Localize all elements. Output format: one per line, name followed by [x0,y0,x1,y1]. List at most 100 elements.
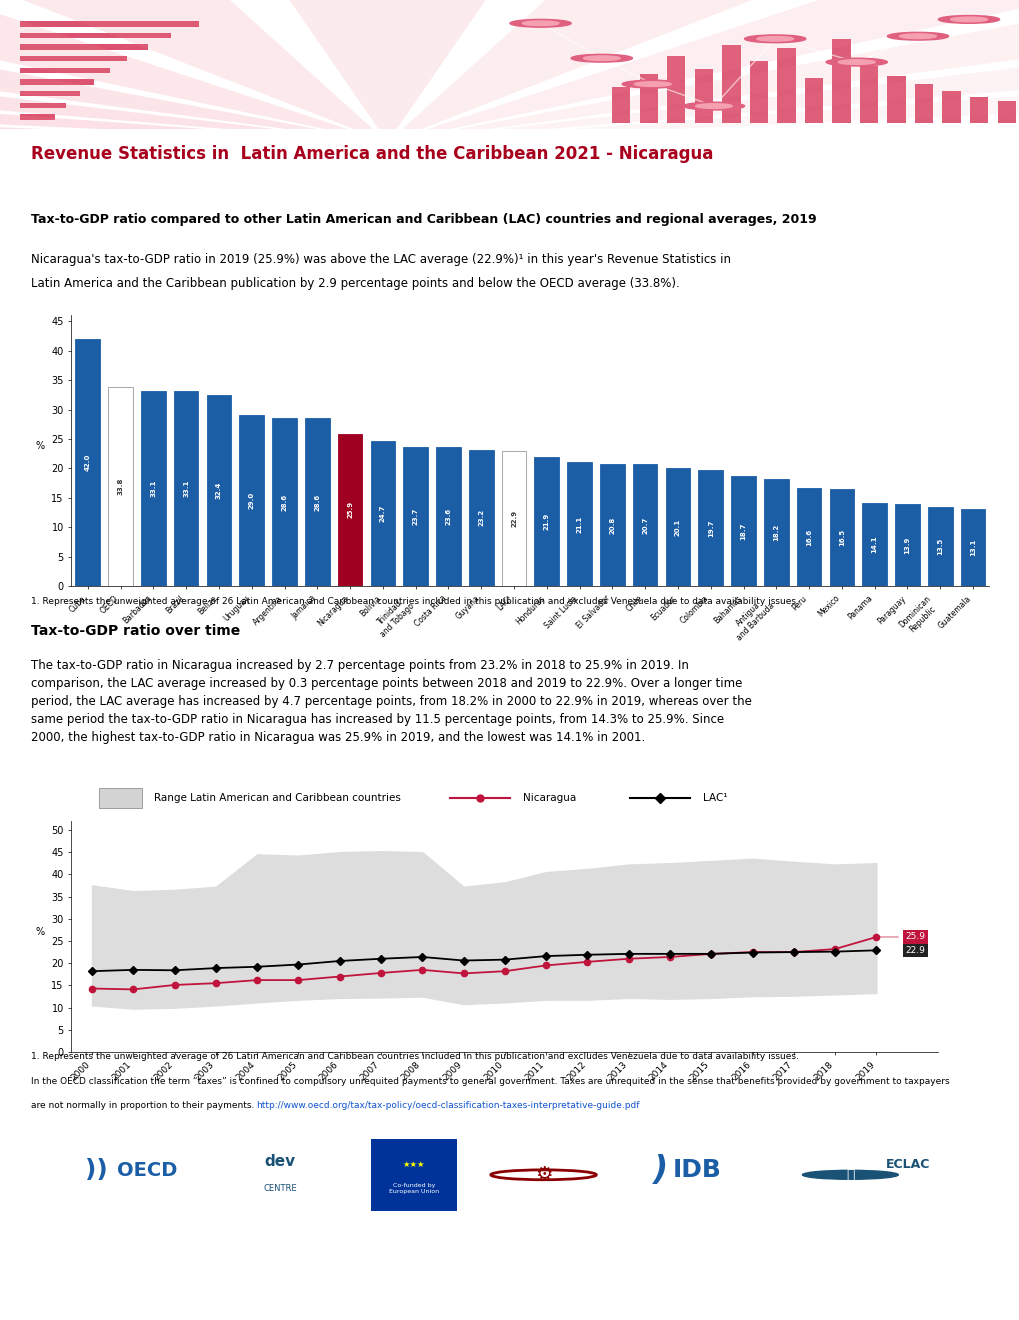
LAC¹ [292,957,305,973]
Nicaragua [704,946,716,962]
Bar [666,55,685,123]
Bar [859,66,877,123]
Bar [763,479,788,586]
Nicaragua [787,944,799,960]
Bar [895,504,919,586]
Text: 33.8: 33.8 [117,478,123,495]
Text: 13.9: 13.9 [904,536,910,554]
Polygon shape [387,0,1019,143]
LAC¹ [746,945,758,961]
Bar [969,96,987,123]
Circle shape [950,17,986,21]
Bar [942,91,960,123]
Text: 23.6: 23.6 [445,508,451,525]
Bar [698,470,722,586]
Circle shape [887,33,948,40]
Text: Nicaragua: Nicaragua [523,793,576,803]
Nicaragua [375,965,387,981]
LAC¹ [663,946,676,962]
Text: 22.9: 22.9 [511,510,517,527]
Polygon shape [0,74,387,143]
Polygon shape [0,0,387,143]
Bar [927,507,952,586]
Circle shape [802,1171,898,1179]
Polygon shape [0,26,387,143]
Text: 19.7: 19.7 [707,520,713,537]
Polygon shape [387,0,954,143]
Circle shape [634,82,671,86]
Bar [141,391,165,586]
Bar [611,87,630,123]
Bar [796,488,820,586]
Bar [99,788,142,808]
Text: 13.1: 13.1 [969,539,975,556]
Text: 20.7: 20.7 [642,516,647,533]
Text: 23.7: 23.7 [413,508,418,525]
Nicaragua [333,969,345,985]
Text: In the OECD classification the term “taxes” is confined to compulsory unrequited: In the OECD classification the term “tax… [31,1077,949,1086]
Text: 42.0: 42.0 [85,454,91,471]
Bar [403,446,428,586]
LAC¹ [210,960,222,975]
Bar [207,396,231,586]
Nicaragua [869,929,881,945]
Text: 24.7: 24.7 [379,504,385,523]
Bar [694,69,712,123]
Text: dev: dev [264,1154,296,1168]
Bar [861,503,887,586]
Bar [75,339,100,586]
Bar [997,100,1015,123]
Nicaragua [210,975,222,991]
Text: are not normally in proportion to their payments.: are not normally in proportion to their … [31,1101,254,1110]
Bar [804,78,822,123]
Bar [305,418,329,586]
Text: 29.0: 29.0 [249,492,255,510]
Text: ⚙: ⚙ [534,1166,551,1184]
Bar [731,477,755,586]
Circle shape [683,102,744,110]
Nicaragua [663,949,676,965]
Bar [20,67,110,73]
Bar [20,115,55,120]
Line: LAC¹: LAC¹ [89,948,878,974]
Bar [749,61,767,123]
Bar [173,391,199,586]
Bar [665,467,690,586]
Bar [828,488,853,586]
Text: 25.9: 25.9 [346,502,353,519]
Polygon shape [0,0,387,143]
Text: 33.1: 33.1 [183,480,189,498]
LAC¹ [333,953,345,969]
Bar [20,55,127,62]
Text: 20.1: 20.1 [675,519,681,536]
Text: Revenue Statistics in  Latin America and the Caribbean 2021 - Nicaragua: Revenue Statistics in Latin America and … [31,145,712,164]
Text: Tax-to-GDP ratio over time: Tax-to-GDP ratio over time [31,624,239,638]
Text: 18.7: 18.7 [740,523,746,540]
Bar [371,1139,457,1210]
Text: 25.9: 25.9 [905,932,924,941]
Text: Tax-to-GDP ratio compared to other Latin American and Caribbean (LAC) countries : Tax-to-GDP ratio compared to other Latin… [31,213,815,226]
Y-axis label: %: % [36,441,45,451]
Bar [108,387,132,586]
Polygon shape [387,0,1019,143]
Bar [20,33,171,38]
LAC¹ [704,946,716,962]
Circle shape [937,16,999,24]
Line: Nicaragua: Nicaragua [89,933,878,993]
Bar [20,45,148,50]
Circle shape [756,37,793,41]
Text: Co-funded by
European Union: Co-funded by European Union [388,1183,439,1193]
Bar [960,510,984,586]
Bar [20,91,79,96]
Text: 16.5: 16.5 [838,529,844,546]
Polygon shape [0,0,387,143]
Text: 13.5: 13.5 [936,537,943,554]
Text: ECLAC: ECLAC [884,1158,929,1171]
Nicaragua [127,982,140,998]
Polygon shape [387,0,1019,143]
Bar [632,465,657,586]
Circle shape [522,21,558,25]
Bar [599,463,624,586]
Text: Nicaragua's tax-to-GDP ratio in 2019 (25.9%) was above the LAC average (22.9%)¹ : Nicaragua's tax-to-GDP ratio in 2019 (25… [31,253,730,267]
Bar [501,451,526,586]
